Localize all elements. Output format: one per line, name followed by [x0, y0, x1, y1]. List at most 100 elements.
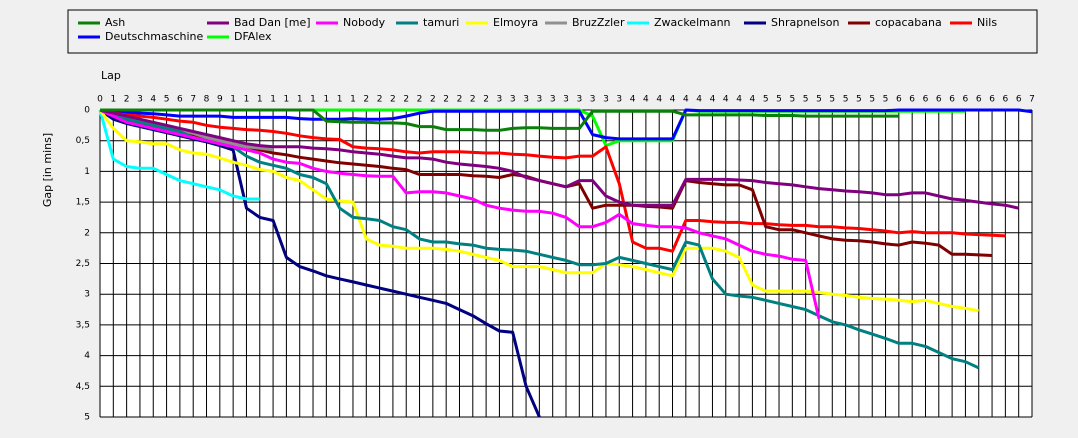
x-tick-label: 1 [110, 95, 116, 105]
y-tick-label: 1,5 [76, 198, 90, 208]
x-tick-label: 1 [284, 95, 290, 105]
y-tick-label: 3 [84, 290, 90, 300]
x-tick-label: 6 [896, 95, 902, 105]
x-tick-label: 1 [310, 95, 316, 105]
x-tick-label: 3 [576, 95, 582, 105]
y-tick-label: 1 [84, 167, 90, 177]
x-tick-label: 1 [350, 95, 356, 105]
x-tick-label: 6 [949, 95, 955, 105]
series-line [99, 108, 1006, 253]
x-tick-label: 5 [763, 95, 769, 105]
x-tick-label: 3 [563, 95, 569, 105]
x-tick-label: 0 [97, 95, 103, 105]
series-line [99, 108, 1033, 141]
y-tick-label: 2,5 [76, 259, 90, 269]
x-tick-label: 4 [670, 95, 676, 105]
x-tick-label: 6 [923, 95, 929, 105]
x-tick-label: 3 [590, 95, 596, 105]
y-tick-label: 4 [84, 351, 90, 361]
x-tick-label: 1 [297, 95, 303, 105]
y-tick-label: 0 [84, 106, 90, 116]
x-tick-label: 3 [550, 95, 556, 105]
x-tick-label: 3 [603, 95, 609, 105]
legend-box [67, 9, 1038, 54]
x-tick-label: 3 [137, 95, 143, 105]
y-tick-label: 4,5 [76, 382, 90, 392]
x-tick-label: 7 [190, 95, 196, 105]
x-tick-label: 4 [683, 95, 689, 105]
x-tick-label: 4 [710, 95, 716, 105]
x-tick-label: 5 [776, 95, 782, 105]
x-tick-label: 1 [323, 95, 329, 105]
x-tick-label: 6 [963, 95, 969, 105]
x-tick-label: 1 [230, 95, 236, 105]
x-tick-label: 6 [1016, 95, 1022, 105]
x-tick-label: 6 [976, 95, 982, 105]
x-tick-label: 6 [909, 95, 915, 105]
x-tick-label: 2 [377, 95, 383, 105]
x-tick-label: 6 [936, 95, 942, 105]
x-tick-label: 6 [1003, 95, 1009, 105]
x-tick-label: 5 [164, 95, 170, 105]
x-tick-label: 2 [417, 95, 423, 105]
x-tick-label: 5 [856, 95, 862, 105]
x-tick-label: 1 [337, 95, 343, 105]
legend-label: copacabana [875, 16, 942, 29]
x-tick-label: 4 [750, 95, 756, 105]
x-tick-label: 3 [537, 95, 543, 105]
x-axis-label: Lap [101, 69, 121, 82]
x-tick-label: 4 [696, 95, 702, 105]
y-axis-label: Gap [in mins] [41, 133, 54, 207]
x-tick-label: 2 [457, 95, 463, 105]
x-tick-label: 2 [124, 95, 130, 105]
x-tick-label: 3 [497, 95, 503, 105]
x-tick-label: 4 [643, 95, 649, 105]
x-tick-label: 3 [616, 95, 622, 105]
series-line [98, 109, 260, 201]
x-tick-label: 2 [483, 95, 489, 105]
legend-label: BruzZzler [572, 16, 625, 29]
legend-label: tamuri [423, 16, 459, 29]
legend-label: Ash [105, 16, 125, 29]
series-line [99, 108, 821, 320]
legend-label: Shrapnelson [771, 16, 839, 29]
x-tick-label: 5 [816, 95, 822, 105]
x-tick-label: 5 [883, 95, 889, 105]
x-tick-label: 2 [390, 95, 396, 105]
x-tick-label: 4 [723, 95, 729, 105]
x-tick-label: 5 [869, 95, 875, 105]
legend-label: Elmoyra [493, 16, 538, 29]
x-tick-label: 4 [656, 95, 662, 105]
series-line [98, 109, 979, 313]
legend-label: Zwackelmann [654, 16, 731, 29]
x-tick-label: 9 [217, 95, 223, 105]
y-tick-label: 5 [84, 413, 90, 423]
x-tick-label: 3 [510, 95, 516, 105]
x-tick-label: 2 [403, 95, 409, 105]
x-tick-label: 2 [470, 95, 476, 105]
x-tick-label: 4 [736, 95, 742, 105]
x-tick-label: 4 [630, 95, 636, 105]
series-line [99, 108, 980, 370]
x-tick-label: 6 [989, 95, 995, 105]
x-tick-label: 7 [1029, 95, 1035, 105]
x-tick-label: 3 [523, 95, 529, 105]
y-tick-label: 0,5 [76, 136, 90, 146]
legend-label: Nils [977, 16, 997, 29]
y-tick-label: 2 [84, 228, 90, 238]
x-tick-label: 5 [789, 95, 795, 105]
x-tick-label: 5 [803, 95, 809, 105]
legend-label: Nobody [343, 16, 386, 29]
x-tick-label: 1 [244, 95, 250, 105]
x-tick-label: 1 [257, 95, 263, 105]
x-tick-label: 5 [843, 95, 849, 105]
x-tick-label: 5 [829, 95, 835, 105]
x-tick-label: 2 [443, 95, 449, 105]
series-line [100, 108, 899, 132]
x-tick-label: 4 [150, 95, 156, 105]
x-tick-label: 1 [270, 95, 276, 105]
x-tick-label: 8 [204, 95, 210, 105]
legend-label: Bad Dan [me] [234, 16, 311, 29]
x-tick-label: 2 [430, 95, 436, 105]
